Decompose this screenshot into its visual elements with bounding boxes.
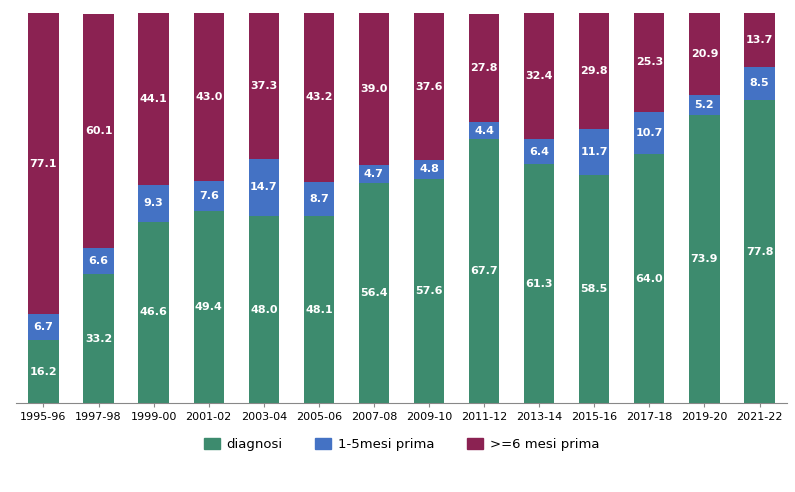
Text: 29.8: 29.8 [580, 66, 608, 76]
Text: 43.0: 43.0 [195, 92, 223, 102]
Text: 14.7: 14.7 [250, 183, 277, 192]
Text: 77.8: 77.8 [746, 246, 774, 257]
Bar [193, 181, 224, 211]
Text: 73.9: 73.9 [691, 254, 718, 264]
Text: 46.6: 46.6 [140, 308, 168, 317]
Bar [744, 100, 774, 403]
Text: 67.7: 67.7 [471, 266, 498, 277]
Bar [579, 175, 610, 403]
Text: 44.1: 44.1 [140, 94, 168, 104]
Text: 39.0: 39.0 [360, 84, 388, 94]
Bar [193, 211, 224, 403]
Bar [359, 13, 389, 165]
Bar [634, 112, 665, 154]
Bar [689, 115, 719, 403]
Text: 61.3: 61.3 [525, 279, 553, 289]
Bar [359, 165, 389, 184]
Bar [634, 154, 665, 403]
Text: 77.1: 77.1 [29, 158, 57, 169]
Bar [249, 159, 279, 216]
Bar [83, 248, 114, 274]
Text: 10.7: 10.7 [636, 128, 663, 138]
Bar [469, 139, 499, 403]
Text: 58.5: 58.5 [580, 284, 608, 294]
Text: 37.3: 37.3 [250, 81, 277, 91]
Text: 64.0: 64.0 [635, 274, 663, 283]
Text: 48.0: 48.0 [250, 305, 277, 315]
Bar [29, 314, 59, 340]
Bar [579, 13, 610, 129]
Text: 11.7: 11.7 [580, 147, 608, 157]
Bar [414, 160, 444, 179]
Bar [414, 13, 444, 160]
Text: 13.7: 13.7 [746, 35, 774, 45]
Bar [744, 66, 774, 100]
Bar [193, 13, 224, 181]
Bar [524, 139, 554, 164]
Bar [29, 13, 59, 314]
Bar [304, 215, 334, 403]
Text: 48.1: 48.1 [305, 305, 332, 314]
Text: 7.6: 7.6 [199, 191, 219, 201]
Text: 16.2: 16.2 [29, 367, 57, 377]
Bar [249, 13, 279, 159]
Bar [579, 129, 610, 175]
Bar [83, 274, 114, 403]
Bar [469, 122, 499, 139]
Bar [249, 216, 279, 403]
Bar [304, 182, 334, 215]
Text: 37.6: 37.6 [415, 82, 443, 92]
Text: 5.2: 5.2 [695, 100, 714, 110]
Bar [304, 13, 334, 182]
Text: 6.6: 6.6 [88, 256, 109, 266]
Text: 4.4: 4.4 [474, 125, 494, 136]
Text: 43.2: 43.2 [305, 92, 332, 102]
Text: 8.7: 8.7 [309, 194, 328, 204]
Bar [634, 13, 665, 112]
Text: 6.4: 6.4 [529, 147, 549, 156]
Bar [524, 13, 554, 139]
Text: 57.6: 57.6 [415, 286, 443, 296]
Bar [138, 221, 169, 403]
Text: 56.4: 56.4 [360, 288, 388, 298]
Text: 32.4: 32.4 [525, 71, 553, 81]
Text: 49.4: 49.4 [195, 302, 223, 312]
Text: 33.2: 33.2 [85, 334, 112, 343]
Text: 6.7: 6.7 [33, 322, 53, 332]
Text: 4.7: 4.7 [364, 169, 384, 179]
Text: 9.3: 9.3 [144, 198, 164, 209]
Bar [359, 184, 389, 403]
Legend: diagnosi, 1-5mesi prima, >=6 mesi prima: diagnosi, 1-5mesi prima, >=6 mesi prima [199, 433, 604, 457]
Bar [414, 179, 444, 403]
Bar [744, 13, 774, 66]
Text: 4.8: 4.8 [419, 164, 439, 174]
Text: 20.9: 20.9 [691, 49, 718, 59]
Bar [83, 13, 114, 248]
Bar [524, 164, 554, 403]
Text: 27.8: 27.8 [471, 63, 498, 73]
Text: 60.1: 60.1 [85, 126, 112, 136]
Bar [689, 13, 719, 94]
Bar [689, 94, 719, 115]
Bar [29, 340, 59, 403]
Bar [138, 185, 169, 221]
Bar [138, 13, 169, 185]
Text: 8.5: 8.5 [750, 78, 770, 88]
Bar [469, 13, 499, 122]
Text: 25.3: 25.3 [636, 58, 663, 67]
